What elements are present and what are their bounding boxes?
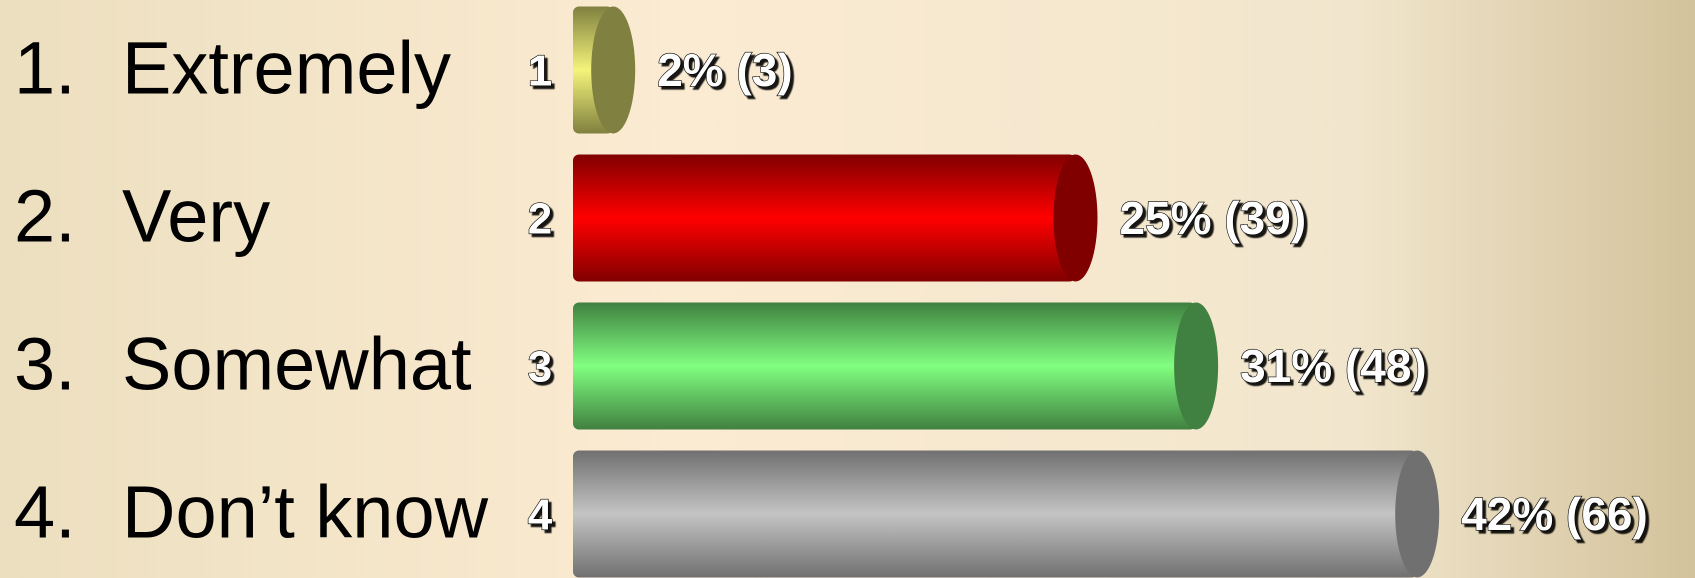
option-number: 1. [14,27,76,110]
option-text: Very [122,175,270,258]
value-label: 25% (39) [1120,192,1307,244]
category-label: 2 [528,195,552,244]
bar-body [573,302,1197,430]
bar [573,6,636,134]
bar-body [573,450,1418,578]
value-label: 31% (48) [1240,340,1427,392]
category-label: 4 [528,491,553,540]
option-number: 3. [14,323,76,406]
bar-cap [1395,450,1440,578]
bar [573,154,1098,282]
option-text: Don’t know [122,471,489,554]
option-number: 4. [14,471,76,554]
value-label: 2% (3) [657,44,792,96]
bar-cap [1174,302,1219,430]
bar [573,302,1219,430]
category-label: 3 [528,343,552,392]
bar-cap [1053,154,1098,282]
option-text: Somewhat [122,323,472,406]
category-label: 1 [528,47,552,96]
option-number: 2. [14,175,76,258]
option-text: Extremely [122,27,451,110]
value-label: 42% (66) [1461,488,1648,540]
bar-body [573,154,1076,282]
bar [573,450,1440,578]
bar-cap [591,6,636,134]
